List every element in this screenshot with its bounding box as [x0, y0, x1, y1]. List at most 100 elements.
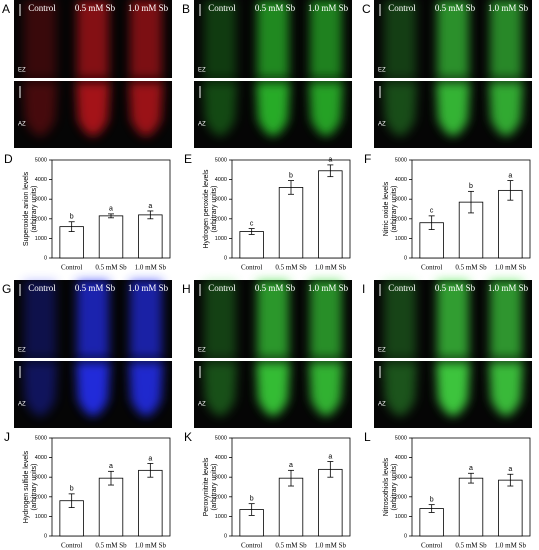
divider: [14, 358, 172, 361]
bar: [318, 170, 343, 259]
y-axis-label: Superoxide anion levels: [23, 171, 30, 246]
y-tick-label: 4000: [35, 455, 47, 461]
bar: [278, 477, 304, 537]
root-ez: [490, 280, 522, 358]
significance-letter: a: [469, 465, 473, 472]
significance-letter: a: [148, 455, 152, 462]
micrograph: [14, 0, 172, 148]
y-tick-label: 4000: [395, 455, 407, 461]
panel-letter: A: [2, 2, 10, 16]
x-tick-label: 1.0 mM Sb: [495, 264, 527, 272]
root-ez: [437, 0, 469, 78]
y-axis-label: Nitrosothiols levels: [383, 457, 390, 516]
y-axis-label: (arbitrary units): [31, 463, 38, 510]
zone-label: EZ: [198, 68, 206, 74]
divider: [14, 78, 172, 81]
significance-letter: a: [328, 453, 332, 460]
root-ez: [77, 280, 109, 358]
x-tick-label: 1.0 mM Sb: [135, 542, 167, 550]
y-axis-label: (arbitrary units): [211, 185, 218, 232]
x-tick-label: 0.5 mM Sb: [455, 264, 487, 272]
x-tick-label: Control: [421, 264, 442, 272]
column-label: Control: [208, 283, 236, 293]
root-ez: [384, 0, 416, 78]
root-az: [256, 82, 290, 136]
x-tick-label: Control: [241, 542, 262, 550]
bar: [239, 231, 264, 259]
y-tick-label: 1000: [215, 514, 227, 520]
panel-letter: G: [2, 282, 11, 296]
micrograph: [374, 0, 532, 148]
zone-label: EZ: [378, 348, 386, 354]
root-az: [76, 362, 110, 416]
divider: [194, 358, 352, 361]
zone-label: AZ: [198, 402, 206, 408]
x-tick-label: 0.5 mM Sb: [275, 264, 307, 272]
y-axis-label: (arbitrary units): [391, 185, 398, 232]
root-ez: [257, 280, 289, 358]
x-tick-label: 0.5 mM Sb: [95, 542, 127, 550]
root-az: [76, 82, 110, 136]
y-tick-label: 1000: [395, 236, 407, 242]
column-label: 0.5 mM Sb: [255, 283, 296, 293]
x-tick-label: 1.0 mM Sb: [135, 264, 167, 272]
micrograph: [194, 0, 352, 148]
x-tick-label: 0.5 mM Sb: [275, 542, 307, 550]
root-az: [23, 82, 57, 136]
bar: [498, 479, 523, 537]
y-tick-label: 2000: [215, 216, 227, 222]
y-tick-label: 5000: [215, 157, 227, 163]
root-az: [256, 362, 290, 416]
x-tick-label: Control: [241, 264, 262, 272]
significance-letter: b: [289, 172, 293, 179]
significance-letter: a: [148, 203, 152, 210]
x-tick-label: Control: [421, 542, 442, 550]
bar: [278, 187, 304, 259]
y-tick-label: 0: [224, 255, 227, 261]
micrograph: [194, 280, 352, 428]
y-tick-label: 1000: [215, 236, 227, 242]
column-label: 1.0 mM Sb: [308, 3, 349, 13]
root-az: [436, 82, 470, 136]
root-az: [436, 362, 470, 416]
significance-letter: a: [508, 172, 512, 179]
column-label: 1.0 mM Sb: [128, 3, 169, 13]
micrograph: [14, 280, 172, 428]
root-ez: [130, 0, 162, 78]
y-axis-label: Nitric oxide levels: [383, 181, 390, 236]
panel-letter: L: [364, 430, 371, 444]
root-ez: [130, 280, 162, 358]
panel-letter: H: [182, 282, 191, 296]
x-tick-label: 1.0 mM Sb: [315, 264, 347, 272]
y-tick-label: 0: [44, 533, 47, 539]
column-label: Control: [28, 283, 56, 293]
y-axis-label: Hydrogen peroxide levels: [203, 169, 210, 248]
root-ez: [77, 0, 109, 78]
zone-label: EZ: [198, 348, 206, 354]
significance-letter: a: [109, 463, 113, 470]
significance-letter: a: [109, 206, 113, 213]
significance-letter: b: [430, 496, 434, 503]
significance-letter: b: [70, 214, 74, 221]
zone-label: EZ: [378, 68, 386, 74]
zone-label: AZ: [378, 122, 386, 128]
root-az: [489, 362, 523, 416]
column-label: Control: [388, 283, 416, 293]
bar: [318, 468, 343, 537]
root-az: [309, 362, 343, 416]
y-tick-label: 2000: [35, 494, 47, 500]
x-tick-label: 1.0 mM Sb: [315, 542, 347, 550]
root-az: [309, 82, 343, 136]
y-tick-label: 2000: [395, 494, 407, 500]
panel-letter: K: [184, 430, 192, 444]
y-tick-label: 5000: [35, 157, 47, 163]
column-label: 0.5 mM Sb: [75, 283, 116, 293]
y-tick-label: 2000: [215, 494, 227, 500]
root-ez: [24, 0, 56, 78]
bar: [98, 215, 124, 259]
y-tick-label: 1000: [395, 514, 407, 520]
y-axis-label: Hydrogen sulfide levels: [23, 450, 30, 523]
column-label: Control: [208, 3, 236, 13]
column-label: 1.0 mM Sb: [308, 283, 349, 293]
